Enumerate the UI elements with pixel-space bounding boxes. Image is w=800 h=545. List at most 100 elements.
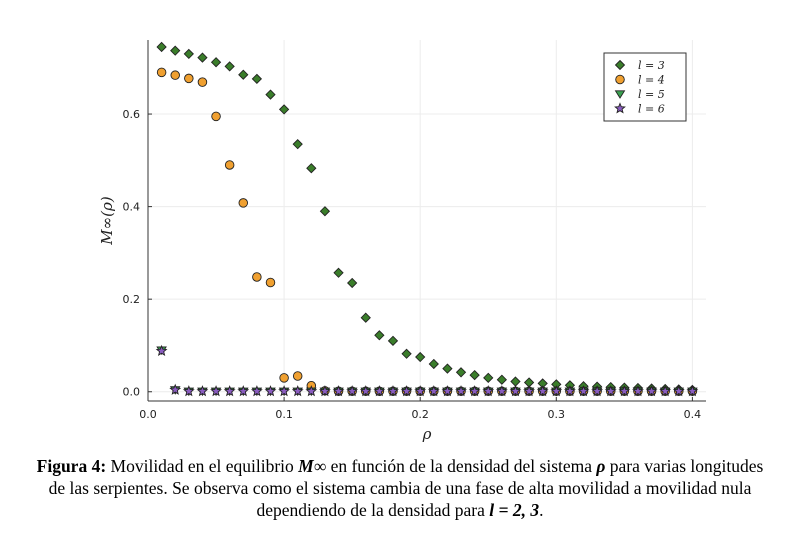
data-point (672, 385, 685, 397)
data-point (469, 369, 480, 381)
data-point (305, 385, 318, 397)
data-point (210, 57, 222, 68)
data-point (495, 385, 508, 397)
data-point (374, 330, 385, 341)
data-point (387, 385, 399, 397)
data-point (359, 385, 372, 397)
data-point (333, 267, 344, 278)
caption-text-1: Movilidad en el equilibrio (106, 456, 299, 476)
data-point (197, 52, 208, 63)
legend-marker (614, 59, 626, 71)
data-point (292, 371, 303, 381)
data-point (184, 73, 194, 84)
data-point (414, 385, 427, 397)
series-4 (155, 344, 699, 397)
data-point (156, 67, 167, 78)
data-point (523, 385, 535, 397)
data-point (604, 385, 617, 397)
data-point (427, 385, 440, 397)
caption-text-3: para varias longitudes de las serpientes… (48, 456, 764, 520)
x-axis-label: ρ (422, 425, 432, 443)
data-point (550, 385, 563, 397)
series-3 (156, 346, 698, 397)
data-point (428, 358, 439, 370)
x-tick-label: 0.3 (548, 408, 566, 421)
legend-label: l = 5 (638, 88, 665, 101)
figure-caption: Figura 4: Movilidad en el equilibrio M∞ … (30, 455, 770, 521)
data-point (632, 385, 644, 397)
data-point (183, 48, 194, 60)
data-point (441, 385, 454, 397)
data-point (442, 363, 453, 374)
data-point (401, 348, 412, 359)
data-point (279, 373, 289, 383)
data-point (482, 385, 495, 397)
data-point (264, 385, 277, 397)
data-point (250, 385, 263, 397)
data-point (155, 344, 168, 357)
caption-label: Figura 4: (36, 456, 107, 476)
data-point (265, 277, 276, 288)
legend-label: l = 4 (638, 74, 665, 87)
data-point (564, 385, 576, 397)
data-point (618, 385, 631, 397)
x-tick-label: 0.2 (411, 408, 429, 421)
y-tick-label: 0.4 (123, 201, 141, 214)
legend-marker (614, 102, 626, 114)
data-point (319, 385, 331, 397)
data-point (346, 385, 359, 397)
data-point (156, 41, 167, 53)
data-point (224, 160, 235, 170)
data-point (536, 385, 549, 397)
data-point (252, 272, 262, 282)
data-point (455, 385, 467, 397)
legend-label: l = 6 (638, 103, 665, 116)
caption-symbol-l: l = 2, 3 (489, 500, 540, 520)
legend-marker (614, 90, 626, 99)
data-point (292, 138, 303, 150)
axes (147, 40, 706, 402)
data-point (360, 312, 371, 323)
data-point (291, 385, 304, 397)
y-tick-label: 0.0 (123, 386, 141, 399)
data-point (577, 385, 590, 397)
x-tick-label: 0.0 (139, 408, 157, 421)
data-point (210, 385, 222, 397)
caption-text-2: en función de la densidad del sistema (326, 456, 597, 476)
data-points (155, 41, 699, 397)
x-ticks: 0.0 0.1 0.2 0.3 0.4 (139, 397, 701, 421)
data-point (400, 385, 413, 397)
data-point (483, 372, 494, 383)
data-point (196, 385, 209, 397)
data-point (645, 385, 658, 397)
data-point (223, 385, 236, 397)
data-point (278, 385, 290, 397)
data-point (510, 376, 521, 387)
data-point (415, 351, 426, 363)
data-point (306, 163, 317, 174)
data-point (265, 89, 276, 100)
data-point (347, 277, 358, 289)
y-tick-label: 0.6 (123, 108, 141, 121)
data-point (455, 367, 467, 378)
data-point (278, 104, 290, 115)
figure-plot: 0.0 0.1 0.2 0.3 0.4 0.0 0.2 0.4 0.6 ρ M∞(ρ) l =… (98, 40, 706, 443)
data-point (182, 385, 195, 397)
data-point (591, 385, 604, 397)
data-point (373, 385, 386, 397)
data-point (170, 70, 180, 80)
data-point (170, 45, 181, 56)
data-point (686, 385, 699, 397)
data-point (197, 77, 208, 87)
data-point (169, 383, 182, 395)
caption-symbol-rho: ρ (596, 456, 606, 476)
y-axis-label: M∞(ρ) (98, 196, 116, 246)
caption-text-4: . (539, 500, 544, 520)
legend-label: l = 3 (638, 59, 665, 72)
data-point (332, 385, 345, 397)
data-point (237, 385, 250, 397)
y-tick-label: 0.2 (123, 293, 141, 306)
data-point (509, 385, 522, 397)
data-point (238, 69, 249, 80)
caption-symbol-m: M∞ (298, 456, 327, 476)
